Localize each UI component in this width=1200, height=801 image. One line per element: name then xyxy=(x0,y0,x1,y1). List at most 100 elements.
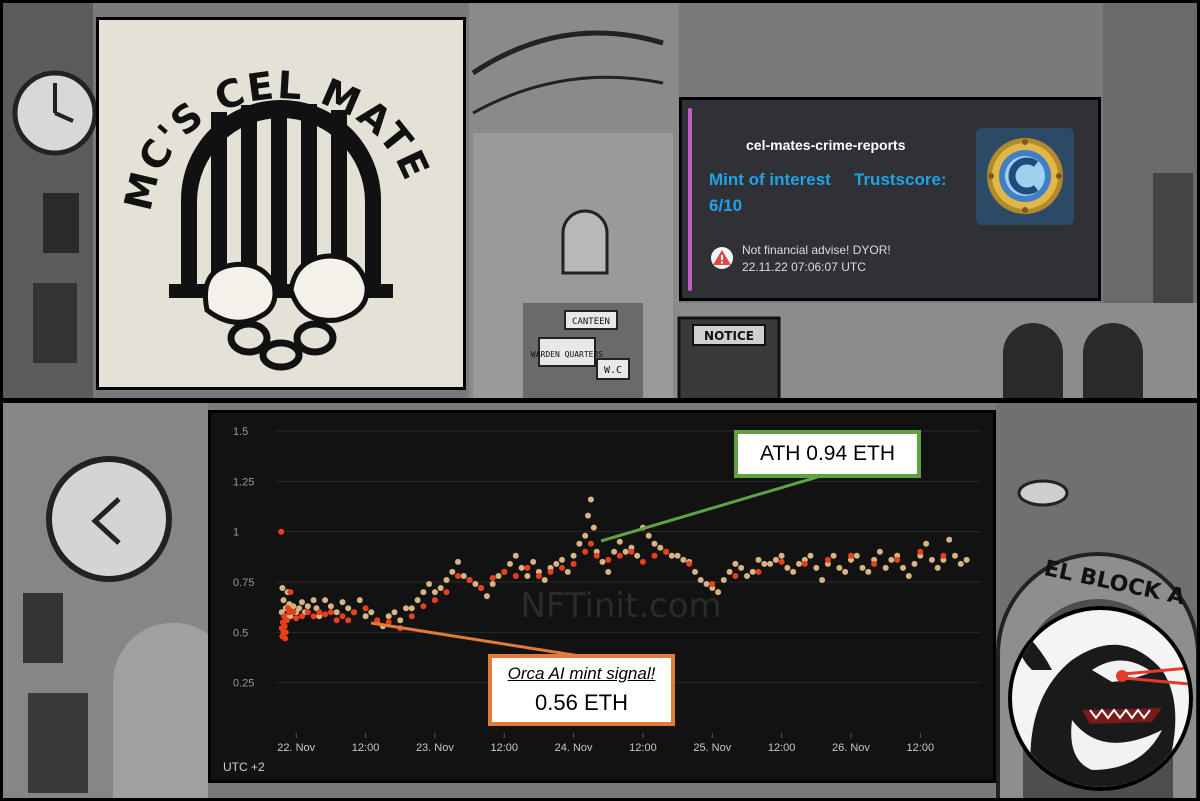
sale-point[interactable] xyxy=(853,552,860,559)
highlight-sale-point[interactable] xyxy=(732,573,739,579)
highlight-sale-point[interactable] xyxy=(593,552,600,559)
sale-point[interactable] xyxy=(431,589,438,596)
sale-point[interactable] xyxy=(559,556,565,563)
highlight-sale-point[interactable] xyxy=(686,560,693,567)
sale-point[interactable] xyxy=(455,558,461,565)
highlight-sale-point[interactable] xyxy=(587,540,594,547)
sale-point[interactable] xyxy=(865,568,872,575)
highlight-sale-point[interactable] xyxy=(282,629,289,636)
sale-point[interactable] xyxy=(761,560,768,567)
sale-point[interactable] xyxy=(946,536,953,543)
sale-point[interactable] xyxy=(564,568,571,575)
sale-point[interactable] xyxy=(726,568,733,575)
highlight-sale-point[interactable] xyxy=(333,617,340,624)
highlight-sale-point[interactable] xyxy=(628,548,635,555)
highlight-sale-point[interactable] xyxy=(304,609,311,616)
sale-point[interactable] xyxy=(518,564,525,571)
sale-point[interactable] xyxy=(299,599,305,606)
sale-point[interactable] xyxy=(587,496,594,503)
sale-point[interactable] xyxy=(830,552,837,559)
sale-point[interactable] xyxy=(507,560,513,567)
highlight-sale-point[interactable] xyxy=(385,619,392,626)
sale-point[interactable] xyxy=(703,581,710,587)
sale-point[interactable] xyxy=(535,568,542,575)
sale-point[interactable] xyxy=(657,544,664,551)
sale-point[interactable] xyxy=(905,573,912,579)
highlight-sale-point[interactable] xyxy=(299,613,305,620)
highlight-sale-point[interactable] xyxy=(894,556,901,563)
sale-point[interactable] xyxy=(590,524,597,531)
sale-point[interactable] xyxy=(570,552,577,559)
highlight-sale-point[interactable] xyxy=(322,611,329,618)
sale-point[interactable] xyxy=(836,564,843,571)
sale-point[interactable] xyxy=(928,556,935,563)
highlight-sale-point[interactable] xyxy=(420,603,427,610)
highlight-sale-point[interactable] xyxy=(443,589,450,596)
highlight-sale-point[interactable] xyxy=(316,609,323,616)
sale-point[interactable] xyxy=(680,556,687,563)
sale-point[interactable] xyxy=(290,603,297,610)
highlight-sale-point[interactable] xyxy=(917,548,924,555)
sale-point[interactable] xyxy=(963,556,970,563)
sale-point[interactable] xyxy=(310,597,317,604)
sale-point[interactable] xyxy=(790,568,797,575)
sale-point[interactable] xyxy=(339,599,346,606)
sale-point[interactable] xyxy=(744,573,750,579)
sale-point[interactable] xyxy=(333,609,340,616)
highlight-sale-point[interactable] xyxy=(651,552,658,559)
sale-point[interactable] xyxy=(599,558,606,565)
highlight-sale-point[interactable] xyxy=(547,568,554,575)
highlight-sale-point[interactable] xyxy=(466,577,473,583)
sale-point[interactable] xyxy=(472,581,479,587)
sale-point[interactable] xyxy=(622,548,629,555)
sale-point[interactable] xyxy=(952,552,958,559)
sale-point[interactable] xyxy=(738,564,745,571)
sale-point[interactable] xyxy=(616,538,623,545)
sale-point[interactable] xyxy=(483,593,490,600)
highlight-sale-point[interactable] xyxy=(801,560,808,567)
sale-point[interactable] xyxy=(576,540,583,547)
sale-point[interactable] xyxy=(692,568,698,575)
highlight-sale-point[interactable] xyxy=(478,585,485,591)
sale-point[interactable] xyxy=(778,552,785,559)
sale-point[interactable] xyxy=(296,605,303,612)
sale-point[interactable] xyxy=(813,564,820,571)
sale-point[interactable] xyxy=(605,568,612,575)
highlight-sale-point[interactable] xyxy=(570,560,577,567)
sale-point[interactable] xyxy=(385,613,392,620)
sale-point[interactable] xyxy=(368,609,375,616)
sale-point[interactable] xyxy=(819,577,826,583)
highlight-sale-point[interactable] xyxy=(559,564,565,571)
sale-point[interactable] xyxy=(634,552,641,559)
sale-point[interactable] xyxy=(876,548,883,555)
sale-point[interactable] xyxy=(541,577,548,583)
sale-point[interactable] xyxy=(530,558,537,565)
sale-point[interactable] xyxy=(767,560,774,567)
sale-point[interactable] xyxy=(403,605,409,612)
highlight-sale-point[interactable] xyxy=(362,605,369,612)
sale-point[interactable] xyxy=(585,512,591,519)
sale-point[interactable] xyxy=(796,560,802,567)
sale-point[interactable] xyxy=(934,564,941,571)
sale-point[interactable] xyxy=(582,532,589,539)
sale-point[interactable] xyxy=(894,552,901,559)
highlight-sale-point[interactable] xyxy=(345,617,352,624)
sale-point[interactable] xyxy=(426,581,433,587)
sale-point[interactable] xyxy=(923,540,930,547)
sale-point[interactable] xyxy=(322,597,329,604)
highlight-sale-point[interactable] xyxy=(339,613,346,620)
sale-point[interactable] xyxy=(327,603,334,610)
sale-point[interactable] xyxy=(911,560,918,567)
highlight-sale-point[interactable] xyxy=(755,568,762,575)
sale-point[interactable] xyxy=(784,564,791,571)
sale-point[interactable] xyxy=(668,552,675,559)
highlight-sale-point[interactable] xyxy=(709,581,716,587)
sale-point[interactable] xyxy=(414,597,421,604)
sale-point[interactable] xyxy=(345,605,352,612)
sale-point[interactable] xyxy=(356,597,363,604)
sale-point[interactable] xyxy=(900,564,906,571)
sale-point[interactable] xyxy=(437,585,444,591)
sale-point[interactable] xyxy=(720,577,727,583)
highlight-sale-point[interactable] xyxy=(639,558,646,565)
sale-point[interactable] xyxy=(391,609,398,616)
